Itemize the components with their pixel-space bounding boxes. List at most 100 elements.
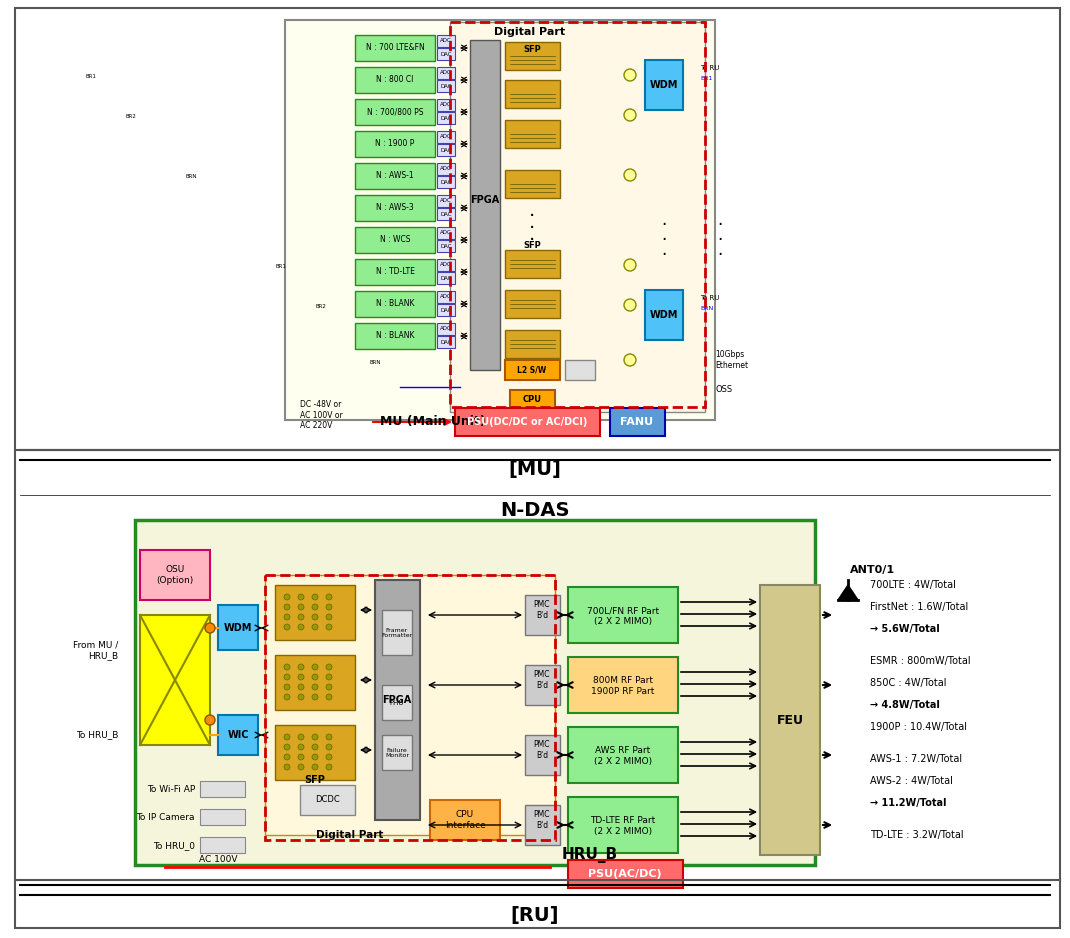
Text: 1900P : 10.4W/Total: 1900P : 10.4W/Total bbox=[870, 722, 967, 732]
Bar bbox=[568, 587, 678, 643]
Text: PMC
B'd: PMC B'd bbox=[534, 671, 550, 689]
Text: ESMR : 800mW/Total: ESMR : 800mW/Total bbox=[870, 656, 970, 666]
Text: SFP: SFP bbox=[523, 240, 540, 250]
Text: 850C : 4W/Total: 850C : 4W/Total bbox=[870, 678, 947, 688]
Text: .: . bbox=[529, 224, 535, 244]
Bar bbox=[437, 259, 455, 271]
Text: .: . bbox=[529, 213, 535, 232]
Circle shape bbox=[624, 299, 636, 311]
Bar bbox=[525, 805, 560, 845]
Bar bbox=[437, 67, 455, 79]
Circle shape bbox=[284, 604, 290, 610]
Text: → 11.2W/Total: → 11.2W/Total bbox=[870, 798, 947, 808]
Text: To HRU_0: To HRU_0 bbox=[153, 841, 195, 851]
Text: 700L/FN RF Part
(2 X 2 MIMO): 700L/FN RF Part (2 X 2 MIMO) bbox=[587, 606, 659, 626]
Text: MU (Main Unit): MU (Main Unit) bbox=[380, 416, 486, 429]
Circle shape bbox=[326, 604, 332, 610]
Bar bbox=[525, 595, 560, 635]
Text: .: . bbox=[529, 201, 535, 219]
Bar bbox=[437, 336, 455, 348]
Text: To Wi-Fi AP: To Wi-Fi AP bbox=[147, 785, 195, 794]
Circle shape bbox=[284, 694, 290, 700]
Circle shape bbox=[326, 754, 332, 760]
Circle shape bbox=[326, 624, 332, 630]
Text: AWS-2 : 4W/Total: AWS-2 : 4W/Total bbox=[870, 776, 953, 786]
Text: CPU
Interface: CPU Interface bbox=[445, 810, 486, 830]
Bar bbox=[437, 80, 455, 92]
Circle shape bbox=[284, 754, 290, 760]
Circle shape bbox=[312, 734, 318, 740]
Text: ADC: ADC bbox=[440, 70, 452, 75]
Text: DAC: DAC bbox=[440, 115, 452, 120]
Circle shape bbox=[284, 594, 290, 600]
Text: ADC: ADC bbox=[440, 295, 452, 299]
Text: OSS: OSS bbox=[715, 386, 732, 395]
Bar bbox=[568, 797, 678, 853]
Text: FirstNet : 1.6W/Total: FirstNet : 1.6W/Total bbox=[870, 602, 968, 612]
Bar bbox=[437, 240, 455, 252]
Circle shape bbox=[299, 754, 304, 760]
Text: HRU_B: HRU_B bbox=[562, 847, 618, 863]
Text: OSU
(Option): OSU (Option) bbox=[156, 566, 194, 584]
Text: ADC: ADC bbox=[440, 263, 452, 267]
Text: DAC: DAC bbox=[440, 83, 452, 88]
Bar bbox=[437, 163, 455, 175]
Text: DAC: DAC bbox=[440, 276, 452, 280]
Bar bbox=[437, 272, 455, 284]
Text: N : 1900 P: N : 1900 P bbox=[376, 140, 415, 148]
Text: ADC: ADC bbox=[440, 102, 452, 108]
Text: DAC: DAC bbox=[440, 340, 452, 344]
Text: N : 700/800 PS: N : 700/800 PS bbox=[367, 108, 424, 116]
Bar bbox=[645, 60, 683, 110]
Text: L2 S/W: L2 S/W bbox=[518, 366, 547, 374]
Bar bbox=[382, 735, 412, 770]
Circle shape bbox=[299, 674, 304, 680]
Bar bbox=[437, 195, 455, 207]
Circle shape bbox=[284, 624, 290, 630]
Text: 700LTE : 4W/Total: 700LTE : 4W/Total bbox=[870, 580, 956, 590]
Text: AWS-1 : 7.2W/Total: AWS-1 : 7.2W/Total bbox=[870, 754, 962, 764]
Circle shape bbox=[299, 764, 304, 770]
Text: Failure
Monitor: Failure Monitor bbox=[385, 748, 409, 759]
Text: DAC: DAC bbox=[440, 147, 452, 153]
Text: .: . bbox=[717, 241, 722, 259]
Circle shape bbox=[326, 694, 332, 700]
Text: DAC: DAC bbox=[440, 308, 452, 312]
Text: BRN: BRN bbox=[700, 306, 714, 310]
Text: → 4.8W/Total: → 4.8W/Total bbox=[870, 700, 939, 710]
Circle shape bbox=[284, 764, 290, 770]
Circle shape bbox=[299, 734, 304, 740]
Text: N : TD-LTE: N : TD-LTE bbox=[376, 267, 414, 277]
Circle shape bbox=[284, 664, 290, 670]
Bar bbox=[374, 580, 421, 820]
Text: CPU: CPU bbox=[522, 396, 541, 404]
Text: [RU]: [RU] bbox=[510, 905, 560, 925]
Bar bbox=[275, 585, 355, 640]
Bar bbox=[568, 860, 683, 888]
Bar bbox=[135, 520, 815, 865]
Text: PHU: PHU bbox=[389, 700, 404, 706]
Text: ADC: ADC bbox=[440, 199, 452, 204]
Bar bbox=[437, 323, 455, 335]
Circle shape bbox=[624, 259, 636, 271]
Text: FPGA: FPGA bbox=[382, 695, 412, 705]
Circle shape bbox=[326, 664, 332, 670]
Bar bbox=[275, 655, 355, 710]
Bar bbox=[285, 20, 715, 420]
Text: SFP: SFP bbox=[523, 46, 540, 54]
Text: N : AWS-3: N : AWS-3 bbox=[377, 204, 414, 213]
Bar bbox=[300, 785, 355, 815]
Bar bbox=[382, 610, 412, 655]
Circle shape bbox=[299, 684, 304, 690]
Text: FEU: FEU bbox=[777, 714, 804, 727]
Text: PSU(DC/DC or AC/DCI): PSU(DC/DC or AC/DCI) bbox=[467, 417, 587, 427]
Text: .: . bbox=[661, 241, 667, 259]
Text: DAC: DAC bbox=[440, 244, 452, 249]
Text: ANT0/1: ANT0/1 bbox=[850, 565, 896, 575]
Bar bbox=[355, 259, 435, 285]
Text: PSU(AC/DC): PSU(AC/DC) bbox=[588, 869, 662, 879]
Bar bbox=[437, 304, 455, 316]
Bar bbox=[505, 250, 560, 278]
Circle shape bbox=[299, 664, 304, 670]
Circle shape bbox=[326, 684, 332, 690]
